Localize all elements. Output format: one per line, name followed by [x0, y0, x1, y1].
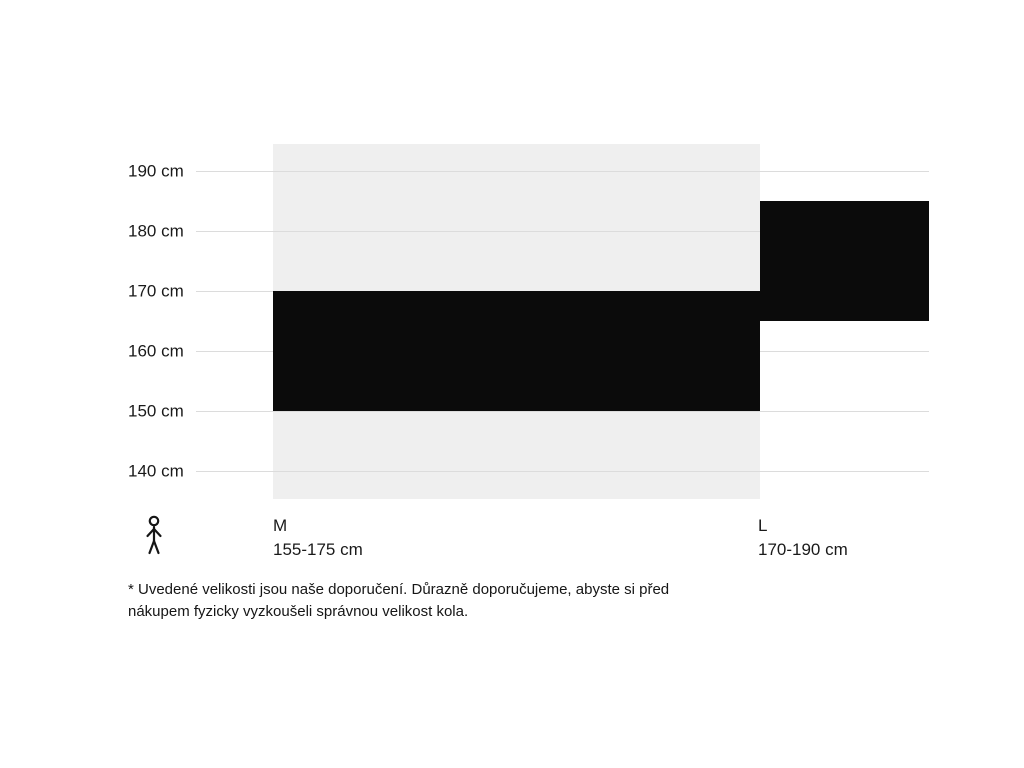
gridline	[196, 171, 929, 172]
size-label-M: M 155-175 cm	[273, 514, 363, 562]
size-range-label: 170-190 cm	[758, 540, 848, 559]
gridline	[196, 411, 929, 412]
size-bar-L	[760, 201, 929, 321]
gridline	[196, 231, 929, 232]
size-range-label: 155-175 cm	[273, 540, 363, 559]
y-axis-tick-label: 150 cm	[128, 401, 184, 421]
size-recommendation-footnote: * Uvedené velikosti jsou naše doporučení…	[128, 581, 670, 620]
size-name-label: L	[758, 516, 768, 535]
size-label-L: L 170-190 cm	[758, 514, 848, 562]
y-axis-tick-label: 140 cm	[128, 461, 184, 481]
size-bar-M	[273, 291, 760, 411]
person-height-icon	[141, 515, 167, 557]
y-axis-tick-label: 160 cm	[128, 341, 184, 361]
size-name-label: M	[273, 516, 288, 535]
y-axis-tick-label: 170 cm	[128, 281, 184, 301]
y-axis-tick-label: 180 cm	[128, 221, 184, 241]
gridline	[196, 471, 929, 472]
y-axis-tick-label: 190 cm	[128, 161, 184, 181]
